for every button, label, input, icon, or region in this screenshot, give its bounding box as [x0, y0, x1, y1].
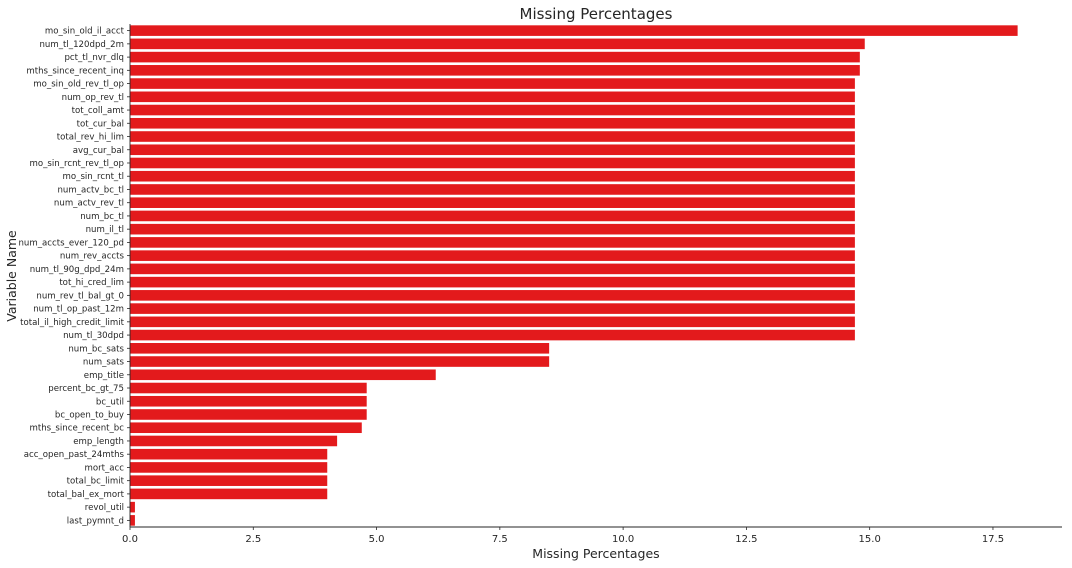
bar-total_rev_hi_lim [130, 131, 855, 142]
category-label: emp_length [73, 437, 124, 447]
bar-num_accts_ever_120_pd [130, 237, 855, 248]
x-tick-label: 5.0 [369, 534, 385, 545]
bar-total_bc_limit [130, 475, 328, 486]
x-tick-label: 12.5 [735, 534, 757, 545]
bar-mo_sin_rcnt_rev_tl_op [130, 157, 855, 169]
category-label: num_accts_ever_120_pd [18, 238, 124, 248]
category-label: mths_since_recent_inq [26, 66, 124, 76]
category-label: num_sats [83, 358, 125, 368]
bars-group [130, 25, 1018, 526]
category-label: total_bc_limit [67, 477, 125, 487]
category-label: num_op_rev_tl [62, 93, 124, 103]
bar-mo_sin_old_il_acct [130, 25, 1018, 36]
category-label: mths_since_recent_bc [29, 424, 124, 434]
bar-mths_since_recent_bc [130, 422, 362, 434]
bar-bc_util [130, 395, 367, 407]
category-label: tot_hi_cred_lim [59, 278, 124, 288]
category-label: avg_cur_bal [73, 146, 124, 156]
category-label: num_tl_op_past_12m [33, 305, 124, 315]
category-label: mo_sin_rcnt_rev_tl_op [30, 159, 125, 169]
bar-bc_open_to_buy [130, 409, 367, 420]
bar-num_il_tl [130, 223, 855, 235]
bar-pct_tl_nvr_dlq [130, 51, 860, 63]
category-label: total_bal_ex_mort [48, 490, 125, 500]
bar-num_op_rev_tl [130, 91, 855, 103]
category-label: tot_coll_amt [72, 106, 125, 116]
bar-acc_open_past_24mths [130, 448, 328, 460]
bar-num_tl_120dpd_2m [130, 38, 865, 50]
category-label: tot_cur_bal [77, 119, 124, 129]
bar-tot_coll_amt [130, 104, 855, 116]
category-label: acc_open_past_24mths [24, 450, 125, 460]
category-label: num_actv_bc_tl [57, 185, 124, 195]
category-label: bc_util [96, 397, 124, 407]
category-label: num_tl_90g_dpd_24m [30, 265, 124, 275]
category-label: num_actv_rev_tl [54, 199, 124, 209]
category-label: total_rev_hi_lim [57, 133, 124, 143]
bar-emp_length [130, 435, 338, 447]
bar-num_tl_90g_dpd_24m [130, 263, 855, 275]
category-label: num_tl_30dpd [63, 331, 124, 341]
category-label: mo_sin_rcnt_tl [63, 172, 124, 182]
bar-num_tl_30dpd [130, 329, 855, 341]
category-label: total_il_high_credit_limit [20, 318, 124, 328]
chart-title: Missing Percentages [520, 5, 673, 23]
category-label: num_rev_tl_bal_gt_0 [36, 291, 124, 301]
category-label: num_bc_sats [68, 344, 124, 354]
bar-tot_hi_cred_lim [130, 276, 855, 288]
category-label: percent_bc_gt_75 [48, 384, 124, 394]
bar-num_bc_sats [130, 343, 550, 354]
bar-mo_sin_rcnt_tl [130, 170, 855, 182]
category-label: num_tl_120dpd_2m [39, 40, 124, 50]
x-tick-label: 2.5 [245, 534, 261, 545]
bar-num_tl_op_past_12m [130, 303, 855, 314]
bar-num_bc_tl [130, 210, 855, 222]
category-label: mo_sin_old_il_acct [45, 27, 125, 37]
bar-avg_cur_bal [130, 144, 855, 156]
category-label: last_pymnt_d [67, 516, 124, 526]
category-label: mort_acc [84, 463, 124, 473]
bar-num_sats [130, 356, 550, 367]
bar-emp_title [130, 369, 436, 381]
x-tick-label: 0.0 [122, 534, 138, 545]
bar-num_actv_bc_tl [130, 184, 855, 195]
bar-last_pymnt_d [130, 515, 135, 526]
bar-num_rev_accts [130, 250, 855, 261]
y-axis-labels: mo_sin_old_il_acct num_tl_120dpd_2m pct_tl… [18, 27, 130, 526]
bar-percent_bc_gt_75 [130, 382, 367, 394]
x-tick-label: 15.0 [859, 534, 881, 545]
x-axis-label: Missing Percentages [532, 546, 659, 561]
bar-revol_util [130, 501, 135, 513]
category-label: bc_open_to_buy [55, 410, 124, 420]
category-label: pct_tl_nvr_dlq [64, 53, 124, 63]
x-tick-label: 17.5 [982, 534, 1004, 545]
category-label: revol_util [85, 503, 124, 513]
bar-num_actv_rev_tl [130, 197, 855, 208]
bar-total_il_high_credit_limit [130, 316, 855, 328]
category-label: mo_sin_old_rev_tl_op [33, 80, 124, 90]
y-axis-label: Variable Name [4, 230, 19, 322]
bar-tot_cur_bal [130, 117, 855, 129]
bar-mo_sin_old_rev_tl_op [130, 78, 855, 89]
bar-total_bal_ex_mort [130, 488, 328, 500]
x-axis-ticks: 0.0 2.5 5.0 7.5 10.0 12.5 15.0 17.5 [122, 527, 1004, 545]
bar-mths_since_recent_inq [130, 65, 860, 76]
x-tick-label: 10.0 [612, 534, 634, 545]
category-label: num_bc_tl [80, 212, 124, 222]
bar-num_rev_tl_bal_gt_0 [130, 290, 855, 301]
x-tick-label: 7.5 [492, 534, 508, 545]
category-label: emp_title [84, 371, 124, 381]
category-label: num_rev_accts [60, 252, 125, 262]
bar-mort_acc [130, 462, 328, 473]
category-label: num_il_tl [86, 225, 124, 235]
